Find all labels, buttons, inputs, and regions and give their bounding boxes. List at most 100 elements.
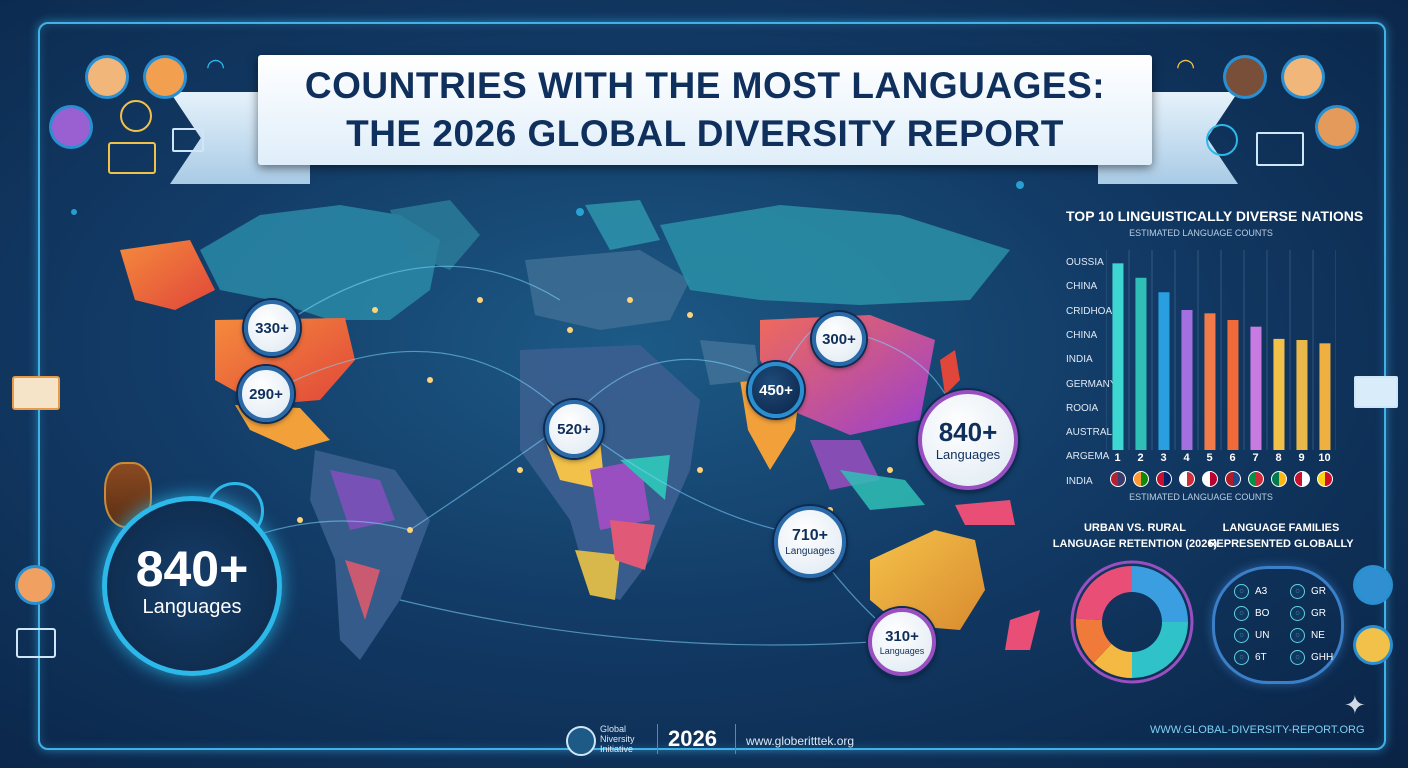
callout-bubble: 310+ Languages xyxy=(868,608,936,676)
flag-icon xyxy=(1178,471,1195,487)
row-label: CRIDHOA xyxy=(1066,305,1113,317)
sparkle-icon: ✦ xyxy=(1344,690,1366,720)
bar-chart xyxy=(1106,250,1336,450)
flag-icon xyxy=(1293,471,1310,487)
avatar-icon xyxy=(52,108,90,146)
x-tick-label: 10 xyxy=(1318,452,1331,464)
monitor-icon xyxy=(16,628,56,658)
footer-year: 2026 xyxy=(668,726,717,751)
globe-icon: ◌ xyxy=(1290,628,1305,643)
title-line-1: COUNTRIES WITH THE MOST LANGUAGES: xyxy=(304,65,1106,106)
flag-icon xyxy=(1224,471,1241,487)
globe-icon xyxy=(1206,124,1238,156)
row-label: AUSTRALIA xyxy=(1066,427,1122,439)
monitor-icon xyxy=(1354,376,1398,408)
family-code: NE xyxy=(1311,630,1325,641)
map-south-america xyxy=(310,450,430,660)
globe-icon xyxy=(120,100,152,132)
donut-slice xyxy=(1076,566,1132,621)
bar xyxy=(1112,263,1124,450)
callout-bubble: 520+ xyxy=(545,400,603,458)
callout-bubble: 300+ xyxy=(812,312,866,366)
monitor-icon xyxy=(1256,132,1304,166)
donut-ring xyxy=(1070,560,1194,684)
row-label: CHINA xyxy=(1066,329,1098,341)
footer-site-right: WWW.GLOBAL-DIVERSITY-REPORT.ORG xyxy=(1150,724,1365,736)
donut-slice xyxy=(1093,643,1132,678)
map-greenland xyxy=(390,200,480,270)
bar xyxy=(1204,313,1216,450)
donut-slice xyxy=(1132,566,1188,622)
family-code: GR xyxy=(1311,586,1326,597)
donut-slice xyxy=(1076,618,1112,663)
row-label: ROOIA xyxy=(1066,402,1099,414)
families-title-2: REPRESENTED GLOBALLY xyxy=(1208,538,1354,550)
globe-icon: ◌ xyxy=(1290,650,1305,665)
book-icon xyxy=(108,142,156,174)
bar xyxy=(1319,343,1331,450)
callout-bubble: 290+ xyxy=(238,366,294,422)
family-item: ◌ 6T xyxy=(1234,650,1267,665)
bar xyxy=(1158,292,1170,450)
donut-title-1: URBAN VS. RURAL xyxy=(1083,522,1187,534)
row-label: GERMANY xyxy=(1066,378,1117,390)
family-code: 6T xyxy=(1255,652,1267,663)
callout-bubble: 710+ Languages xyxy=(774,506,846,578)
globe-icon: ◌ xyxy=(1234,584,1249,599)
title-line-2: THE 2026 GLOBAL DIVERSITY REPORT xyxy=(346,113,1064,154)
bar xyxy=(1296,340,1308,450)
wifi-icon xyxy=(1356,628,1390,662)
title-banner: COUNTRIES WITH THE MOST LANGUAGES: THE 2… xyxy=(258,55,1152,165)
family-code: BO xyxy=(1255,608,1270,619)
book-icon xyxy=(12,376,60,410)
callout-bubble: 330+ xyxy=(244,300,300,356)
glow-dots xyxy=(297,297,893,533)
flag-icon xyxy=(1270,471,1287,487)
x-tick-label: 2 xyxy=(1137,452,1144,464)
family-item: ◌ A3 xyxy=(1234,584,1267,599)
callout-bubble: 450+ xyxy=(748,362,804,418)
x-tick-label: 5 xyxy=(1206,452,1213,464)
row-label: INDIA xyxy=(1066,354,1093,366)
family-item: ◌ BO xyxy=(1234,606,1269,621)
bar xyxy=(1181,310,1193,450)
family-item: ◌ NE xyxy=(1290,628,1325,643)
donut-title-2: LANGUAGE RETENTION (2026) xyxy=(1052,538,1218,550)
map-europe xyxy=(525,250,690,330)
row-label: ARGEMA xyxy=(1066,451,1110,463)
map-canada xyxy=(200,205,440,320)
bar xyxy=(1273,338,1285,450)
flag-icon xyxy=(1109,471,1126,487)
org-name: Global Niversity Initiative xyxy=(600,724,635,754)
chart-xlabel: ESTIMATED LANGUAGE COUNTS xyxy=(1129,492,1273,502)
avatar-icon xyxy=(1226,58,1264,96)
wifi-icon: ◠ xyxy=(206,54,226,79)
x-tick-label: 8 xyxy=(1275,452,1282,464)
x-tick-label: 7 xyxy=(1252,452,1259,464)
monitor-icon xyxy=(172,128,204,152)
flag-icon xyxy=(1201,471,1218,487)
row-label: OUSSIA xyxy=(1066,257,1104,268)
network-icon xyxy=(1356,568,1390,602)
divider xyxy=(657,724,658,754)
flag-icon xyxy=(1316,471,1333,487)
globe-icon xyxy=(566,726,596,756)
highlight-ring xyxy=(102,496,282,676)
donut-chart xyxy=(1070,560,1194,684)
footer-site-left: www.globeritttek.org xyxy=(746,734,855,748)
donut-slice xyxy=(1132,622,1188,678)
x-tick-label: 6 xyxy=(1229,452,1236,464)
flag-icon xyxy=(1247,471,1264,487)
avatar-icon xyxy=(146,58,184,96)
row-label: INDIA xyxy=(1066,475,1093,487)
map-alaska xyxy=(120,240,215,310)
family-code: GR xyxy=(1311,608,1326,619)
callout-bubble: 840+ Languages xyxy=(918,390,1018,490)
row-label: CHINA xyxy=(1066,281,1098,293)
family-code: GHH xyxy=(1311,652,1334,663)
avatar-icon xyxy=(1318,108,1356,146)
globe-icon: ◌ xyxy=(1290,606,1305,621)
avatar-icon xyxy=(88,58,126,96)
globe-icon: ◌ xyxy=(1234,628,1249,643)
